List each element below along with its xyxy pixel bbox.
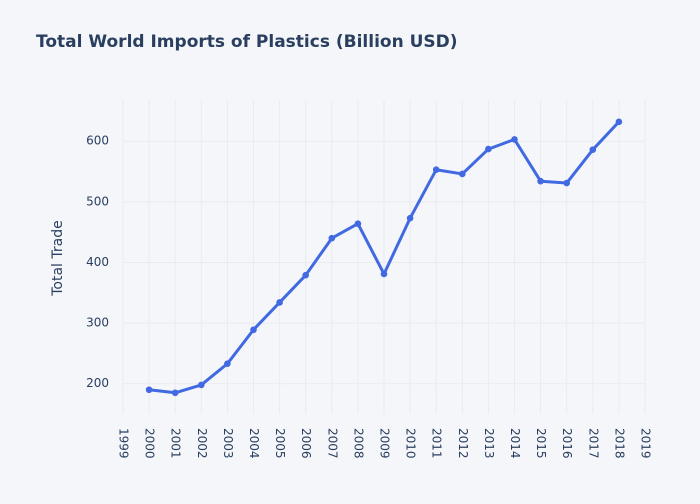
data-point [171,389,179,397]
data-point [485,145,492,153]
data-point [302,271,310,279]
data-point [589,146,597,154]
x-tick-label: 2011 [430,428,444,459]
x-tick-label: 2010 [404,428,418,459]
x-tick-label: 2014 [508,428,522,459]
data-point [354,220,362,227]
data-point [432,166,440,174]
data-point [459,170,466,178]
x-tick-label: 2017 [586,428,600,459]
data-point [511,136,518,143]
x-tick-label: 2001 [169,428,183,459]
y-tick-label: 500 [86,194,109,208]
data-point [563,179,570,187]
data-point [537,177,544,185]
x-tick-label: 2015 [534,428,548,459]
y-tick-label: 200 [86,376,109,390]
x-tick-label: 2008 [351,428,365,459]
x-tick-label: 2009 [378,428,392,459]
x-tick-label: 2013 [482,428,496,459]
data-point [250,326,257,334]
data-point [380,270,388,278]
x-tick-label: 2019 [639,428,653,459]
gridlines [122,100,646,414]
data-point [224,360,231,367]
data-point [406,214,414,222]
data-point [615,118,623,126]
x-tick-label: 2000 [143,428,157,459]
x-tick-label: 2002 [195,428,209,459]
data-point [145,386,153,394]
x-tick-label: 1999 [117,428,131,459]
x-tick-label: 2016 [560,428,574,459]
y-axis-label: Total Trade [50,220,66,296]
y-tick-label: 400 [86,255,109,269]
y-tick-label: 300 [86,316,109,330]
x-tick-label: 2004 [247,428,261,459]
y-tick-label: 600 [86,134,109,148]
x-tick-label: 2003 [221,428,235,459]
axes: 1999 2000 2001 2002 2003 2004 2005 2006 2007 2008… [86,134,652,459]
x-tick-label: 2018 [612,428,626,459]
series-layer [145,118,623,397]
x-tick-label: 2006 [299,428,313,459]
chart-title: Total World Imports of Plastics (Billion… [36,32,458,52]
data-point [328,234,336,242]
data-point [276,299,283,306]
x-tick-label: 2012 [456,428,470,459]
x-tick-label: 2007 [325,428,339,459]
x-tick-label: 2005 [273,428,287,459]
data-point [198,381,205,389]
